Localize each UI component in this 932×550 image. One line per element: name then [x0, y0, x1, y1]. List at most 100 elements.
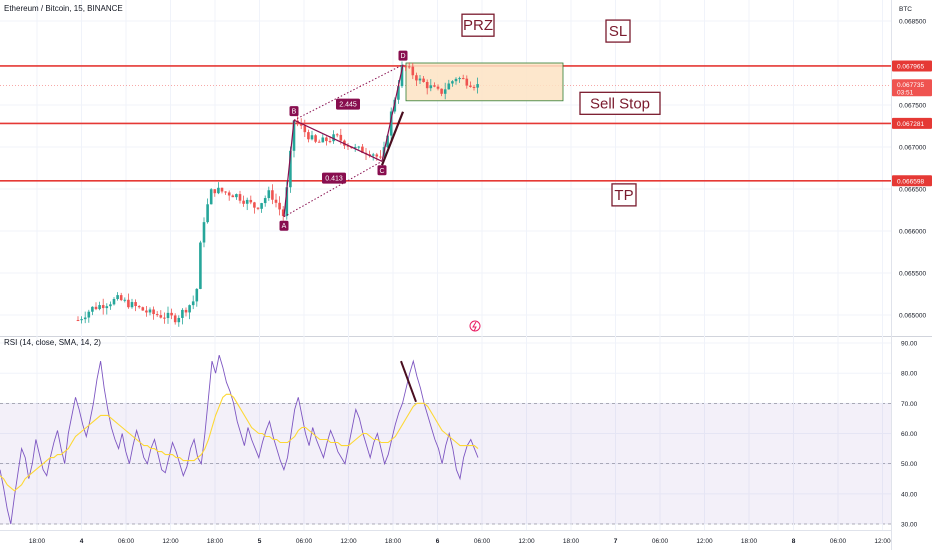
pattern-ratio-line: [283, 160, 383, 218]
candle-body: [425, 81, 429, 89]
annotation-text: TP: [614, 187, 633, 204]
prz-rectangle: [405, 62, 564, 102]
candle-body: [163, 317, 166, 319]
candle-body: [339, 134, 343, 141]
candle-body: [476, 84, 479, 88]
candle-body: [386, 135, 389, 148]
candle-body: [422, 78, 425, 82]
time-tick-label: 8: [792, 538, 796, 545]
price-level-tag: [892, 175, 932, 187]
candle-body: [375, 154, 379, 157]
pattern-point-tag: [377, 165, 387, 176]
candle-body: [285, 187, 289, 217]
price-tick-label: 0.066000: [899, 229, 926, 236]
candle-body: [292, 120, 296, 151]
candle-body: [440, 88, 443, 94]
candle-body: [145, 310, 148, 313]
candle-body: [94, 306, 98, 310]
price-level-tag: [892, 60, 932, 72]
candle-body: [199, 242, 202, 289]
countdown-value: 03:51: [897, 89, 914, 96]
candle-body: [191, 301, 195, 306]
candle-body: [256, 207, 260, 209]
time-tick-label: 12:00: [874, 538, 891, 545]
candle-body: [209, 189, 213, 205]
price-tick-label: 0.068500: [899, 19, 926, 26]
candle-body: [245, 199, 249, 204]
candle-body: [173, 315, 177, 323]
candle-body: [357, 146, 361, 148]
time-tick-label: 06:00: [474, 538, 491, 545]
candle-body: [278, 202, 281, 210]
candle-body: [436, 86, 440, 89]
candle-body: [123, 299, 127, 301]
price-level-value: 0.066598: [897, 178, 924, 185]
rsi-tick-label: 40.00: [901, 491, 918, 498]
price-level-tag: [892, 117, 932, 129]
candle-body: [98, 305, 101, 310]
candle-body: [235, 194, 238, 198]
ratio-tag: [322, 172, 346, 184]
rsi-title: RSI (14, close, SMA, 14, 2): [4, 338, 101, 347]
time-axis[interactable]: 18:00 4 06:00 12:00 18:00 5 06:00 12:00 18:00 6 06…: [29, 538, 891, 545]
candle-body: [91, 306, 94, 312]
pattern-point-tag: [289, 106, 299, 117]
price-tick-label: 0.065500: [899, 271, 926, 278]
candle-body: [447, 83, 451, 90]
time-tick-label: 12:00: [162, 538, 179, 545]
candle-body: [472, 86, 476, 88]
candle-body: [461, 78, 465, 80]
ratio-tag: [336, 98, 360, 110]
candle-body: [346, 145, 350, 147]
time-tick-label: 12:00: [696, 538, 713, 545]
candle-body: [325, 137, 328, 142]
rsi-tick-label: 90.00: [901, 341, 918, 348]
rsi-tick-label: 30.00: [901, 521, 918, 528]
flash-icon[interactable]: [469, 320, 481, 332]
pattern-point-label: A: [282, 223, 287, 230]
price-tick-label: 0.066500: [899, 187, 926, 194]
candle-body: [310, 135, 314, 140]
candle-body: [249, 199, 253, 203]
candle-body: [443, 89, 447, 94]
candle-body: [184, 309, 188, 313]
candle-body: [274, 199, 278, 203]
candle-body: [400, 66, 404, 87]
candle-body: [112, 299, 116, 305]
candle-body: [227, 192, 231, 196]
time-tick-label: 5: [258, 538, 262, 545]
pattern-point-label: D: [400, 53, 405, 60]
candle-body: [314, 135, 317, 142]
price-level-value: 0.067965: [897, 63, 924, 70]
candle-body: [177, 317, 181, 323]
price-axis[interactable]: 0.068500 0.067500 0.067000 0.066500 0.066000…: [892, 19, 932, 529]
candle-body: [404, 66, 407, 68]
rsi-tick-label: 80.00: [901, 371, 918, 378]
candle-body: [429, 85, 433, 89]
annotation-text: Sell Stop: [590, 95, 650, 112]
candle-body: [415, 75, 418, 81]
candle-body: [83, 317, 87, 320]
candle-body: [335, 134, 339, 136]
candle-body: [321, 137, 325, 143]
candle-body: [231, 195, 235, 198]
pattern-leg: [293, 119, 383, 162]
time-tick-label: 06:00: [118, 538, 135, 545]
candle-body: [159, 315, 163, 318]
candle-body: [379, 156, 382, 158]
time-tick-label: 18:00: [207, 538, 224, 545]
candle-body: [303, 125, 307, 133]
candle-body: [371, 154, 375, 156]
pattern-ratio-line: [293, 64, 404, 121]
time-tick-label: 12:00: [518, 538, 535, 545]
candle-body: [263, 198, 267, 204]
candle-body: [148, 309, 152, 313]
candle-body: [220, 187, 224, 192]
rsi-tick-label: 60.00: [901, 431, 918, 438]
time-tick-label: 06:00: [296, 538, 313, 545]
candle-body: [181, 309, 184, 318]
candle-body: [307, 132, 310, 140]
pattern-leg: [381, 64, 404, 162]
candle-body: [317, 141, 321, 143]
